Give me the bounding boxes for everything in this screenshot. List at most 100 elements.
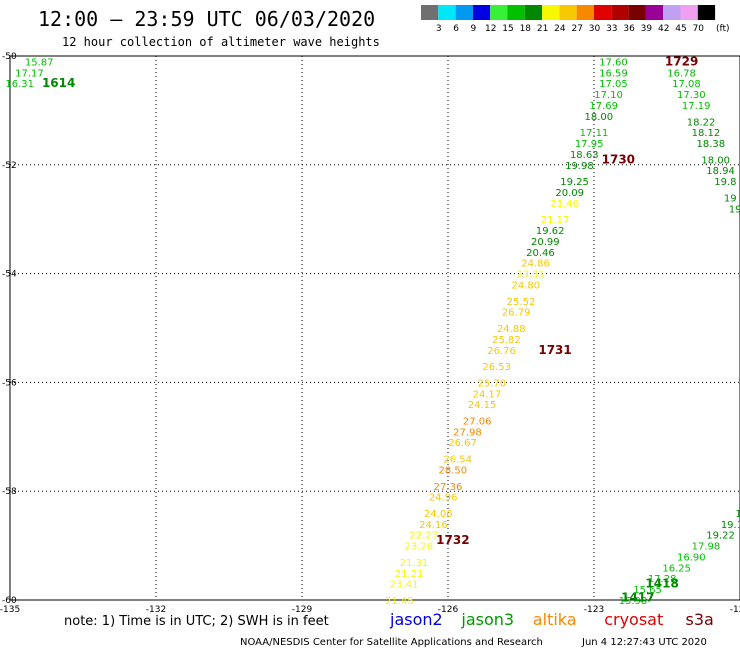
legend-label: 15: [502, 24, 513, 34]
wave-height-label: 25.52: [507, 297, 536, 308]
wave-height-label: 19.8: [714, 177, 736, 188]
wave-height-label: 15.87: [25, 57, 54, 68]
legend-label: 30: [589, 24, 601, 34]
time-label: 1732: [436, 533, 469, 547]
wave-height-label: 17.28: [648, 574, 677, 585]
legend-label: 33: [606, 24, 617, 34]
time-label: 1731: [538, 343, 571, 357]
legend-swatch: [472, 5, 491, 20]
wave-height-label: 21.31: [400, 558, 429, 569]
wave-height-label: 17.30: [677, 90, 706, 101]
wave-height-label: 23.26: [404, 542, 433, 553]
wave-height-label: 21.46: [550, 199, 579, 210]
wave-height-label: 27.98: [453, 427, 482, 438]
wave-height-label: 21.21: [395, 569, 424, 580]
lat-tick-label: -58: [2, 487, 17, 497]
wave-height-label: 25.82: [492, 335, 521, 346]
lat-tick-label: -60: [2, 596, 17, 606]
plot-frame: [9, 55, 740, 601]
legend-swatch: [559, 5, 577, 20]
wave-height-label: 19: [729, 204, 740, 215]
wave-height-label: 16.78: [667, 68, 696, 79]
wave-height-label: 24.17: [473, 389, 502, 400]
wave-height-label: 19.25: [560, 177, 589, 188]
time-label: 1730: [602, 152, 635, 166]
wave-height-label: 23.31: [516, 270, 545, 281]
credit-line: NOAA/NESDIS Center for Satellite Applica…: [240, 637, 543, 648]
legend-swatch: [421, 5, 439, 20]
wave-height-label: 18.94: [706, 166, 735, 177]
wave-height-label: 16.90: [677, 552, 706, 563]
satellite-name: jason2: [389, 610, 443, 629]
legend-label: 24: [554, 24, 566, 34]
satellite-legend: jason2 jason3 altika cryosat s3a: [389, 610, 714, 629]
wave-height-label: 26.53: [482, 362, 511, 373]
legend-label: 3: [436, 24, 442, 34]
wave-height-label: 22.27: [409, 531, 438, 542]
legend-swatch: [594, 5, 612, 20]
legend-swatch: [645, 5, 664, 20]
satellite-name: cryosat: [604, 610, 663, 629]
legend-swatch: [663, 5, 681, 20]
legend-unit: (ft): [716, 24, 730, 34]
time-label: 1418: [645, 577, 678, 591]
legend-label: 27: [571, 24, 582, 34]
wave-height-label: 28.50: [439, 465, 468, 476]
axis-ticks: -135 -132 -129 -126 -123 -120 -50 -52 -54 -56 -58 -…: [0, 52, 740, 615]
wave-height-label: 18.00: [585, 112, 614, 123]
wave-height-label: 18.99: [735, 509, 740, 520]
wave-height-label: 18.22: [687, 117, 716, 128]
legend-swatch: [576, 5, 594, 20]
legend-swatch: [524, 5, 543, 20]
wave-height-label: 17.05: [599, 79, 628, 90]
timestamp: Jun 4 12:27:43 UTC 2020: [581, 637, 707, 648]
wave-height-label: 26.76: [487, 346, 516, 357]
wave-height-label: 17.95: [575, 139, 604, 150]
lon-tick-label: -123: [584, 605, 604, 615]
legend-swatch: [680, 5, 698, 20]
legend-label: 39: [641, 24, 653, 34]
legend-label: 21: [537, 24, 548, 34]
wave-height-label: 24.86: [521, 259, 550, 270]
wave-height-label: 24.16: [419, 520, 448, 531]
lon-tick-label: -120: [730, 605, 740, 615]
lon-tick-label: -135: [0, 605, 20, 615]
wave-height-label: 18.38: [696, 139, 725, 150]
wave-height-label: 20.09: [555, 188, 584, 199]
lon-tick-label: -126: [438, 605, 459, 615]
wave-height-label: 19.98: [565, 161, 594, 172]
wave-height-label: 16.31: [5, 79, 34, 90]
legend-swatch: [542, 5, 560, 20]
graticule: [10, 56, 740, 600]
wave-height-label: 17.17: [15, 68, 44, 79]
wave-height-label: 16.25: [662, 563, 691, 574]
map-subtitle: 12 hour collection of altimeter wave hei…: [62, 35, 380, 49]
wave-height-label: 21.45: [385, 596, 414, 607]
wave-height-label: 17.08: [672, 79, 701, 90]
wave-height-label: 24.80: [512, 280, 541, 291]
wave-height-label: 16.59: [599, 68, 628, 79]
wave-height-label: 20.99: [531, 237, 560, 248]
satellite-name: s3a: [686, 610, 714, 629]
wave-height-label: 17.69: [589, 101, 618, 112]
wave-height-label: 19: [724, 193, 737, 204]
wave-height-label: 19.22: [706, 531, 735, 542]
lat-tick-label: -50: [2, 52, 17, 62]
wave-height-label: 18.00: [701, 155, 730, 166]
legend-label: 12: [485, 24, 496, 34]
satellite-name: altika: [533, 610, 577, 629]
wave-height-label: 17.60: [599, 57, 628, 68]
lon-tick-label: -129: [292, 605, 313, 615]
wave-height-label: 26.54: [443, 455, 472, 466]
wave-height-label: 18.63: [570, 150, 599, 161]
legend-label: 70: [693, 24, 705, 34]
wave-height-label: 19.11: [721, 520, 740, 531]
color-legend: 3 6 9 12 15 18 21 24 27 30 33 36 39 42 45 70: [421, 5, 716, 34]
wave-height-label: 23.41: [390, 580, 419, 591]
wave-height-label: 18.12: [692, 128, 721, 139]
wave-height-label: 25.70: [477, 378, 506, 389]
legend-swatch: [507, 5, 525, 20]
satellite-name: jason3: [460, 610, 514, 629]
